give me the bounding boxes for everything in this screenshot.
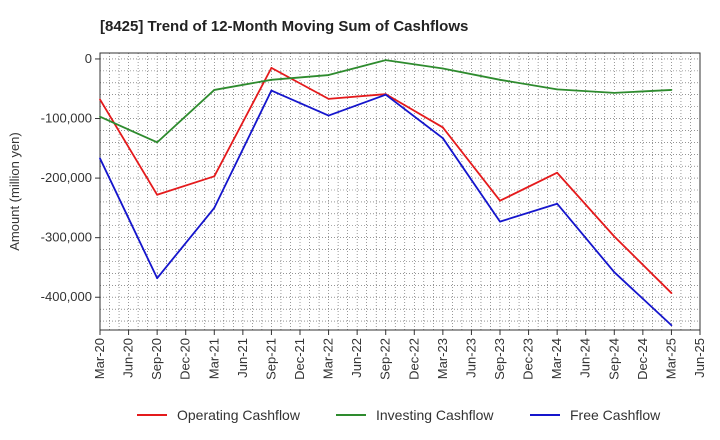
x-tick-label: Jun-24 — [578, 338, 593, 378]
x-tick-label: Sep-22 — [378, 338, 393, 380]
x-tick-label: Dec-24 — [635, 338, 650, 380]
y-tick-label: -300,000 — [41, 230, 92, 245]
data-point — [670, 89, 673, 91]
data-point — [556, 88, 559, 91]
data-point — [270, 78, 273, 81]
x-tick-label: Dec-21 — [292, 338, 307, 380]
x-tick-label: Dec-20 — [178, 338, 193, 380]
x-tick-label: Sep-21 — [263, 338, 278, 380]
data-point — [441, 67, 444, 70]
data-point — [499, 199, 501, 202]
data-point — [213, 206, 216, 209]
y-tick-label: 0 — [85, 51, 92, 66]
x-tick-label: Mar-20 — [92, 338, 107, 379]
series-lines — [99, 59, 673, 327]
legend: Operating Cashflow Investing Cashflow Free… — [137, 407, 661, 423]
data-point — [499, 78, 501, 81]
y-tick-label: -400,000 — [41, 289, 92, 304]
data-point — [270, 89, 273, 92]
x-tick-label: Mar-22 — [321, 338, 336, 379]
data-point — [99, 98, 101, 101]
x-axis: Mar-20 Jun-20 Sep-20 Dec-20 Mar-21 Jun-21 Sep-… — [92, 330, 707, 380]
data-point — [270, 66, 273, 69]
data-point — [327, 97, 330, 100]
legend-label: Investing Cashflow — [376, 407, 494, 423]
x-tick-label: Mar-25 — [663, 338, 678, 379]
data-point — [156, 193, 159, 196]
data-point — [327, 74, 330, 76]
data-point — [613, 92, 616, 94]
data-point — [499, 220, 501, 223]
x-tick-label: Dec-23 — [521, 338, 536, 380]
x-tick-label: Sep-23 — [492, 338, 507, 380]
grid-lines — [99, 53, 701, 330]
data-point — [441, 137, 444, 140]
x-tick-label: Sep-24 — [606, 338, 621, 380]
x-tick-label: Mar-23 — [435, 338, 450, 379]
data-point — [384, 59, 387, 62]
chart-title: [8425] Trend of 12-Month Moving Sum of C… — [100, 18, 468, 35]
x-tick-label: Jun-22 — [349, 338, 364, 378]
x-tick-label: Jun-20 — [121, 338, 136, 378]
y-axis-label: Amount (million yen) — [7, 132, 22, 251]
plot-area-frame — [99, 52, 701, 331]
x-tick-label: Jun-21 — [235, 338, 250, 378]
y-axis: 0 -100,000 -200,000 -300,000 -400,000 — [41, 51, 100, 304]
x-tick-label: Mar-21 — [206, 338, 221, 379]
data-point — [327, 114, 330, 117]
x-tick-label: Jun-23 — [463, 338, 478, 378]
data-point — [556, 202, 559, 205]
data-point — [670, 324, 673, 327]
y-tick-label: -200,000 — [41, 170, 92, 185]
data-point — [213, 175, 216, 178]
x-tick-label: Sep-20 — [149, 338, 164, 380]
legend-label: Free Cashflow — [570, 407, 661, 423]
data-point — [441, 126, 444, 129]
data-point — [670, 292, 673, 294]
x-tick-label: Dec-22 — [406, 338, 421, 380]
x-tick-label: Jun-25 — [692, 338, 707, 378]
data-point — [384, 93, 387, 96]
data-point — [99, 157, 101, 160]
legend-label: Operating Cashflow — [177, 407, 301, 423]
data-point — [556, 171, 559, 174]
data-point — [99, 115, 101, 118]
data-point — [213, 89, 216, 91]
data-point — [613, 271, 616, 274]
x-tick-label: Mar-24 — [549, 338, 564, 379]
data-point — [156, 141, 159, 144]
y-tick-label: -100,000 — [41, 111, 92, 126]
data-point — [156, 277, 159, 280]
data-point — [613, 235, 616, 238]
